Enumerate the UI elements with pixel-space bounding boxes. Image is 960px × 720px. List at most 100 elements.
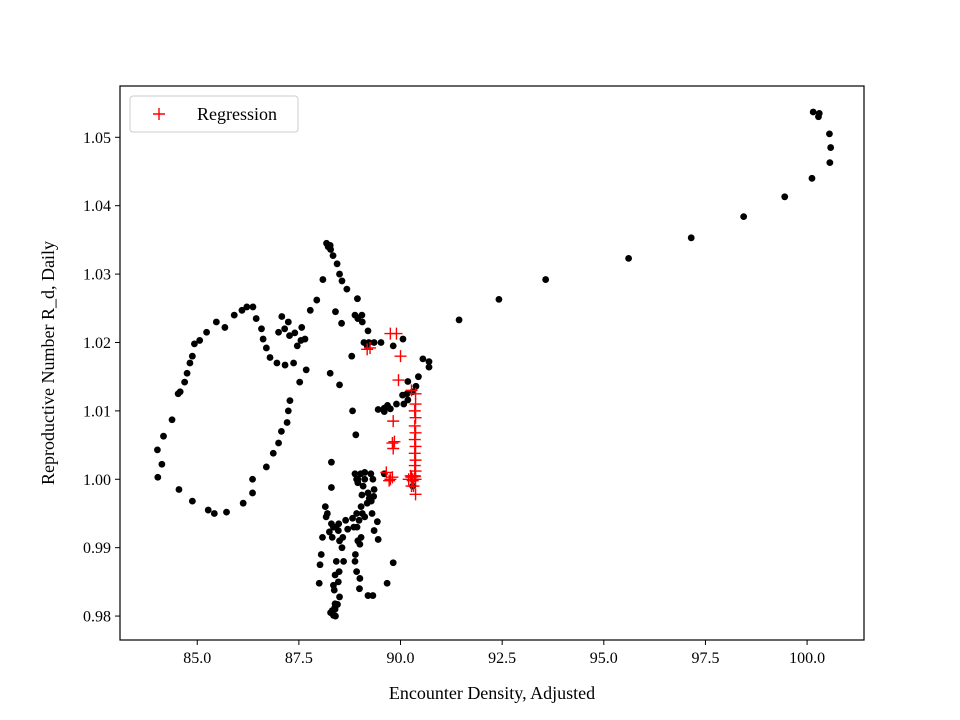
data-point bbox=[370, 339, 378, 346]
data-point bbox=[315, 579, 323, 587]
data-point bbox=[186, 359, 194, 367]
data-point bbox=[319, 534, 326, 541]
data-point bbox=[349, 514, 356, 522]
data-point bbox=[369, 475, 377, 483]
data-point bbox=[293, 342, 301, 350]
data-point bbox=[353, 523, 361, 531]
data-point bbox=[412, 382, 420, 390]
y-axis-ticks: 0.98 0.99 1.00 1.01 1.02 1.03 1.04 1.05 bbox=[83, 130, 120, 626]
regression-point bbox=[387, 442, 400, 455]
regression-point bbox=[409, 440, 422, 453]
data-point bbox=[340, 557, 348, 565]
data-point bbox=[284, 318, 292, 326]
data-point bbox=[399, 335, 407, 343]
data-point bbox=[808, 174, 816, 182]
data-point bbox=[826, 130, 833, 138]
data-point bbox=[389, 559, 397, 567]
data-point bbox=[358, 491, 366, 499]
regression-point bbox=[409, 426, 422, 439]
data-point bbox=[325, 528, 333, 536]
data-point bbox=[364, 489, 372, 497]
data-point bbox=[333, 260, 341, 268]
data-point bbox=[354, 537, 362, 545]
data-point bbox=[370, 527, 378, 534]
regression-point bbox=[408, 470, 421, 483]
data-point bbox=[384, 402, 391, 409]
data-point bbox=[317, 551, 325, 558]
data-point bbox=[361, 513, 369, 521]
data-point bbox=[336, 270, 343, 278]
data-point bbox=[335, 568, 343, 576]
data-point bbox=[393, 400, 400, 408]
data-point bbox=[275, 328, 282, 336]
data-point bbox=[290, 359, 297, 367]
data-point bbox=[351, 557, 359, 565]
data-point bbox=[400, 400, 408, 408]
data-point bbox=[368, 510, 376, 517]
data-point bbox=[174, 390, 182, 398]
data-point bbox=[243, 303, 251, 311]
regression-point bbox=[408, 459, 421, 472]
data-point bbox=[283, 419, 291, 426]
data-point bbox=[349, 407, 356, 415]
y-tick-label: 1.00 bbox=[83, 472, 111, 489]
data-point bbox=[374, 406, 382, 413]
data-point bbox=[348, 352, 356, 360]
data-point bbox=[425, 358, 433, 366]
data-point bbox=[249, 489, 256, 497]
data-point bbox=[364, 327, 372, 335]
data-point bbox=[357, 503, 365, 511]
regression-point bbox=[408, 433, 421, 446]
data-point bbox=[316, 561, 324, 569]
data-point bbox=[359, 482, 367, 490]
regression-point bbox=[380, 466, 393, 479]
data-point bbox=[286, 397, 294, 405]
series-data bbox=[154, 108, 835, 620]
data-point bbox=[342, 516, 350, 524]
data-point bbox=[495, 295, 503, 303]
data-point bbox=[158, 460, 166, 468]
y-tick-label: 1.02 bbox=[83, 335, 111, 352]
data-point bbox=[338, 319, 345, 327]
data-point bbox=[329, 252, 337, 260]
data-point bbox=[266, 354, 274, 361]
data-point bbox=[188, 352, 196, 360]
data-point bbox=[351, 551, 359, 558]
data-point bbox=[249, 475, 256, 483]
regression-point bbox=[408, 419, 421, 432]
data-point bbox=[154, 446, 161, 454]
data-point bbox=[425, 363, 433, 371]
data-point bbox=[181, 378, 189, 386]
data-point bbox=[322, 513, 330, 521]
data-point bbox=[281, 361, 289, 369]
x-tick-label: 85.0 bbox=[183, 650, 211, 667]
data-point bbox=[273, 359, 281, 367]
regression-point bbox=[386, 437, 399, 450]
data-point bbox=[278, 313, 286, 320]
data-point bbox=[827, 144, 835, 151]
y-tick-label: 1.04 bbox=[83, 198, 111, 215]
data-point bbox=[370, 486, 378, 493]
regression-point bbox=[409, 387, 422, 400]
y-tick-label: 1.05 bbox=[83, 130, 111, 147]
data-point bbox=[815, 113, 822, 121]
data-point bbox=[328, 458, 335, 466]
data-point bbox=[191, 340, 198, 348]
legend-label-regression: Regression bbox=[197, 104, 277, 124]
data-point bbox=[326, 369, 334, 377]
data-point bbox=[361, 469, 369, 476]
regression-point bbox=[392, 374, 405, 387]
x-axis-ticks: 85.0 87.5 90.0 92.5 95.0 97.5 100.0 bbox=[183, 640, 825, 667]
data-point bbox=[204, 506, 212, 514]
data-point bbox=[353, 510, 361, 517]
regression-point bbox=[388, 435, 401, 448]
data-point bbox=[351, 470, 359, 478]
regression-point bbox=[409, 488, 422, 501]
data-point bbox=[826, 159, 834, 167]
series-regression bbox=[361, 327, 422, 501]
plot-frame bbox=[119, 85, 865, 641]
data-point bbox=[223, 508, 230, 516]
data-point bbox=[355, 516, 363, 524]
data-point bbox=[383, 579, 391, 587]
regression-point bbox=[409, 411, 422, 424]
